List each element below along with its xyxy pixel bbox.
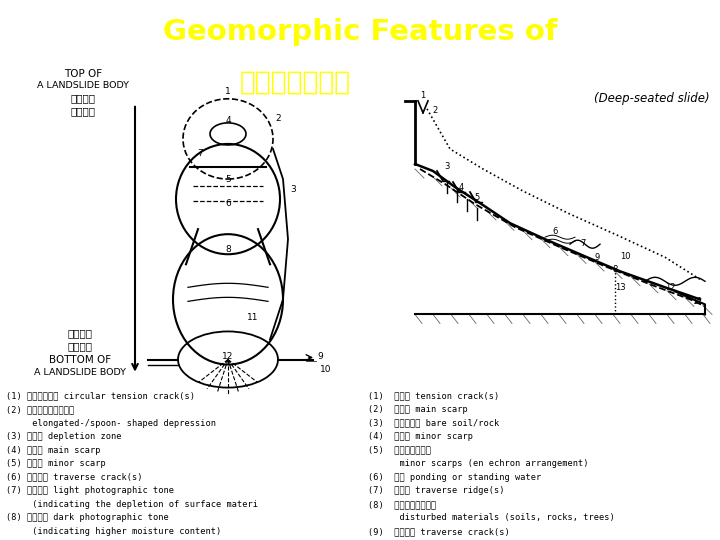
Text: TOP OF: TOP OF — [64, 69, 102, 79]
Text: A LANDSLIDE BODY: A LANDSLIDE BODY — [34, 368, 126, 377]
Text: 1: 1 — [225, 87, 231, 96]
Text: Landslide: Landslide — [223, 71, 366, 97]
Text: 7: 7 — [197, 150, 203, 158]
Text: 5: 5 — [225, 174, 231, 184]
Text: (indicating the depletion of surface materi: (indicating the depletion of surface mat… — [6, 500, 258, 509]
Text: (6)  積水 ponding or standing water: (6) 積水 ponding or standing water — [368, 473, 541, 482]
Text: 4: 4 — [225, 117, 231, 125]
Text: 9: 9 — [317, 352, 323, 361]
Text: 8: 8 — [612, 265, 618, 274]
Text: (1) 圓弧狀張裂縫 circular tension crack(s): (1) 圓弧狀張裂縫 circular tension crack(s) — [6, 392, 195, 401]
Text: 6: 6 — [552, 227, 558, 235]
Text: 3: 3 — [444, 163, 450, 172]
Text: (2) 湯趕狀或長橢狀凹槽: (2) 湯趕狀或長橢狀凹槽 — [6, 405, 74, 414]
Text: 6: 6 — [225, 199, 231, 207]
Text: disturbed materials (soils, rocks, trees): disturbed materials (soils, rocks, trees… — [368, 514, 615, 522]
Text: (5)  層行排列次崩庣: (5) 層行排列次崩庣 — [368, 446, 431, 455]
Text: 12: 12 — [222, 352, 234, 361]
Text: A LANDSLIDE BODY: A LANDSLIDE BODY — [37, 82, 129, 90]
Text: 山崩頂部: 山崩頂部 — [71, 106, 96, 116]
Text: 3: 3 — [290, 185, 296, 193]
Text: Geomorphic Features of: Geomorphic Features of — [163, 18, 557, 46]
Text: 山崩底部: 山崩底部 — [68, 341, 92, 352]
Text: (3) 消崩帶 depletion zone: (3) 消崩帶 depletion zone — [6, 432, 122, 441]
Text: elongated-/spoon- shaped depression: elongated-/spoon- shaped depression — [6, 418, 216, 428]
Text: BOTTOM OF: BOTTOM OF — [49, 355, 111, 365]
Text: (2)  主崩庣 main scarp: (2) 主崩庣 main scarp — [368, 405, 468, 414]
Text: minor scarps (en echron arrangement): minor scarps (en echron arrangement) — [368, 460, 588, 468]
Text: 7: 7 — [580, 239, 585, 248]
Text: (8) 色調較暴 dark photographic tone: (8) 色調較暴 dark photographic tone — [6, 514, 168, 522]
Text: 8: 8 — [225, 245, 231, 254]
Text: 11: 11 — [692, 297, 702, 306]
Text: (9)  橫向裂縫 traverse crack(s): (9) 橫向裂縫 traverse crack(s) — [368, 527, 510, 536]
Text: 10: 10 — [320, 365, 332, 374]
Text: (7) 色調較淡 light photographic tone: (7) 色調較淡 light photographic tone — [6, 487, 174, 495]
Text: 4: 4 — [459, 183, 464, 192]
Text: （高處）: （高處） — [71, 93, 96, 103]
Text: (3)  裸土、裸岩 bare soil/rock: (3) 裸土、裸岩 bare soil/rock — [368, 418, 499, 428]
Text: 2: 2 — [275, 114, 281, 123]
Text: (8)  被擾亂土石與草木: (8) 被擾亂土石與草木 — [368, 500, 436, 509]
Text: 5: 5 — [474, 193, 480, 201]
Text: (4)  次崩庣 minor scarp: (4) 次崩庣 minor scarp — [368, 432, 473, 441]
Text: 12: 12 — [665, 283, 675, 292]
Text: (indicating higher moisture content): (indicating higher moisture content) — [6, 527, 221, 536]
Text: (5) 次崩庣 minor scarp: (5) 次崩庣 minor scarp — [6, 460, 106, 468]
Text: (4) 主崩庣 main scarp: (4) 主崩庣 main scarp — [6, 446, 101, 455]
Text: 2: 2 — [433, 106, 438, 116]
Text: 山崩的地形特徵: 山崩的地形特徵 — [240, 70, 351, 96]
Text: 11: 11 — [247, 313, 258, 322]
Text: (7)  橫向脊 traverse ridge(s): (7) 橫向脊 traverse ridge(s) — [368, 487, 505, 495]
Text: (6) 橫向裂縫 traverse crack(s): (6) 橫向裂縫 traverse crack(s) — [6, 473, 143, 482]
Text: 1: 1 — [420, 91, 426, 100]
Text: 10: 10 — [620, 252, 630, 261]
Text: (Deep-seated slide): (Deep-seated slide) — [595, 92, 710, 105]
Text: 13: 13 — [615, 283, 625, 292]
Text: (1)  張裂縫 tension crack(s): (1) 張裂縫 tension crack(s) — [368, 392, 499, 401]
Text: （低處）: （低處） — [68, 328, 92, 339]
Text: 9: 9 — [595, 253, 600, 262]
